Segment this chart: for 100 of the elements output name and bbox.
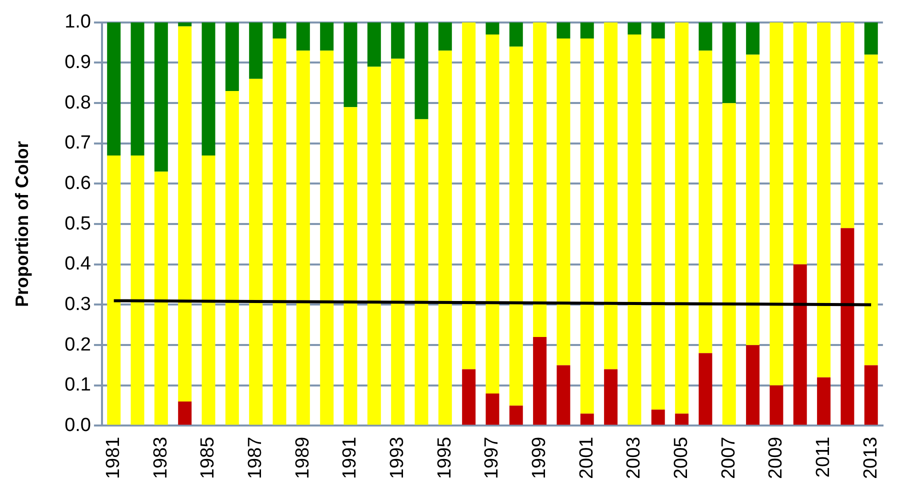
y-tick-label: 0.1: [64, 374, 92, 396]
x-tick-label: 1993: [387, 436, 408, 480]
bar: [864, 22, 878, 55]
x-tick-label: 1981: [103, 436, 124, 480]
x-tick-label: 1999: [529, 436, 550, 480]
bar: [604, 22, 618, 370]
x-tick-label: 2009: [766, 436, 787, 480]
bar: [556, 365, 570, 425]
bar: [793, 22, 807, 264]
bar: [722, 22, 736, 104]
bar: [438, 22, 452, 51]
bar: [130, 22, 144, 156]
x-tick-label: 2003: [624, 436, 645, 480]
bar: [438, 50, 452, 425]
bar: [533, 22, 547, 337]
bar: [793, 264, 807, 425]
y-tick-label: 0.7: [64, 132, 92, 154]
x-tick-label: 2001: [576, 436, 598, 480]
x-tick-label: 2011: [813, 436, 834, 478]
bar: [272, 38, 286, 425]
bar: [178, 402, 192, 425]
bar: [698, 50, 712, 354]
bar: [698, 22, 712, 51]
bar: [249, 22, 263, 79]
y-tick-label: 0.9: [64, 52, 92, 73]
y-tick-label: 0.5: [64, 213, 92, 234]
bar: [840, 228, 854, 425]
bar: [509, 46, 523, 406]
y-tick-label: 0.4: [64, 254, 92, 275]
bar: [225, 22, 239, 91]
bar: [722, 103, 736, 425]
bar: [628, 22, 642, 34]
y-axis-title: Proportion of Color: [12, 141, 32, 308]
x-tick-label: 1997: [482, 436, 503, 480]
bar: [509, 22, 523, 47]
bar: [580, 38, 594, 414]
x-tick-label: 1985: [198, 436, 219, 480]
bar: [202, 156, 216, 425]
bar: [651, 38, 665, 410]
bar: [580, 414, 594, 425]
bar: [675, 414, 689, 425]
bar: [746, 345, 760, 425]
x-tick-label: 1989: [292, 436, 314, 480]
x-tick-label: 1995: [434, 436, 456, 480]
bar: [414, 22, 428, 120]
bar: [320, 22, 334, 51]
bar: [296, 22, 310, 51]
bar: [391, 22, 405, 59]
bar: [344, 107, 358, 425]
x-tick-label: 2013: [860, 436, 882, 480]
bar: [770, 385, 784, 425]
bar: [486, 393, 500, 425]
bar: [178, 26, 192, 402]
bar: [391, 58, 405, 425]
bar: [556, 22, 570, 39]
y-tick-label: 1.0: [64, 12, 92, 33]
bar: [840, 22, 854, 228]
bar: [272, 22, 286, 39]
y-tick-label: 0.3: [64, 294, 92, 315]
bar: [651, 410, 665, 425]
bar: [770, 22, 784, 386]
bar: [462, 22, 476, 370]
bar: [533, 337, 547, 425]
bar: [367, 66, 381, 425]
x-tick-label: 1991: [340, 436, 361, 480]
bar: [864, 54, 878, 366]
bar: [414, 119, 428, 425]
y-tick-label: 0.2: [64, 334, 92, 356]
bar: [154, 22, 168, 172]
bar: [604, 369, 618, 425]
y-tick-label: 0.8: [64, 92, 92, 114]
bar: [344, 22, 358, 108]
bar: [817, 22, 831, 378]
bar: [249, 78, 263, 425]
bar: [130, 156, 144, 425]
bar: [367, 22, 381, 67]
bar: [746, 54, 760, 346]
bar: [675, 22, 689, 414]
x-tick-label: 2007: [718, 436, 740, 480]
bar: [509, 406, 523, 425]
bar: [462, 369, 476, 425]
bar: [154, 172, 168, 425]
bar: [486, 34, 500, 394]
bar: [580, 22, 594, 39]
x-tick-label: 1987: [245, 436, 266, 480]
bar: [746, 22, 760, 55]
x-tick-label: 1983: [150, 436, 172, 480]
bar: [817, 377, 831, 425]
bar: [628, 34, 642, 425]
y-tick-label: 0.6: [64, 172, 92, 194]
bar: [486, 22, 500, 34]
bar: [107, 156, 121, 425]
y-tick-label: 0.0: [64, 414, 92, 436]
bar: [296, 50, 310, 425]
bar: [178, 22, 192, 26]
bar: [202, 22, 216, 156]
bar: [556, 38, 570, 366]
x-tick-label: 2005: [671, 436, 692, 480]
bar: [698, 353, 712, 425]
bar: [225, 90, 239, 425]
